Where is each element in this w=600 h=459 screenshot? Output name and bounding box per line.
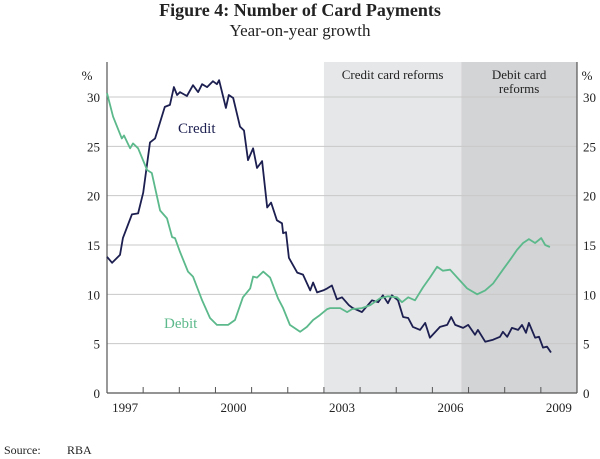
y-tick-right-20: 20 xyxy=(583,189,596,204)
shaded-region-2 xyxy=(461,62,577,393)
y-tick-left-25: 25 xyxy=(87,139,100,154)
y-tick-left-30: 30 xyxy=(87,90,100,105)
x-tick-label-1997: 1997 xyxy=(112,400,139,415)
y-tick-left-15: 15 xyxy=(87,238,100,253)
series-label-credit: Credit xyxy=(178,121,216,137)
y-tick-right-15: 15 xyxy=(583,238,596,253)
credit-reforms-label: Credit card reforms xyxy=(342,67,444,82)
x-tick-label-2006: 2006 xyxy=(437,400,464,415)
series-label-debit: Debit xyxy=(164,316,198,332)
debit-reforms-label-line1: Debit card xyxy=(492,67,547,82)
shaded-region-1 xyxy=(323,62,462,393)
chart-title: Figure 4: Number of Card Payments xyxy=(159,0,441,20)
y-tick-right-0: 0 xyxy=(583,386,590,401)
y-tick-right-30: 30 xyxy=(583,90,596,105)
y-tick-left-10: 10 xyxy=(87,287,100,302)
x-tick-label-2003: 2003 xyxy=(329,400,355,415)
y-unit-left: % xyxy=(82,68,93,83)
source-value: RBA xyxy=(67,443,92,457)
y-unit-right: % xyxy=(582,68,593,83)
x-tick-label-2009: 2009 xyxy=(546,400,572,415)
y-tick-right-25: 25 xyxy=(583,139,596,154)
y-tick-right-10: 10 xyxy=(583,287,596,302)
series-line-credit xyxy=(106,79,552,354)
chart-subtitle: Year-on-year growth xyxy=(229,21,371,40)
y-tick-left-0: 0 xyxy=(94,386,101,401)
y-tick-right-5: 5 xyxy=(583,337,590,352)
debit-reforms-label-line2: reforms xyxy=(499,81,539,96)
source-label: Source: xyxy=(4,443,41,457)
y-tick-left-5: 5 xyxy=(94,337,101,352)
series-line-debit xyxy=(106,92,551,333)
x-tick-label-2000: 2000 xyxy=(221,400,247,415)
y-tick-left-20: 20 xyxy=(87,189,100,204)
